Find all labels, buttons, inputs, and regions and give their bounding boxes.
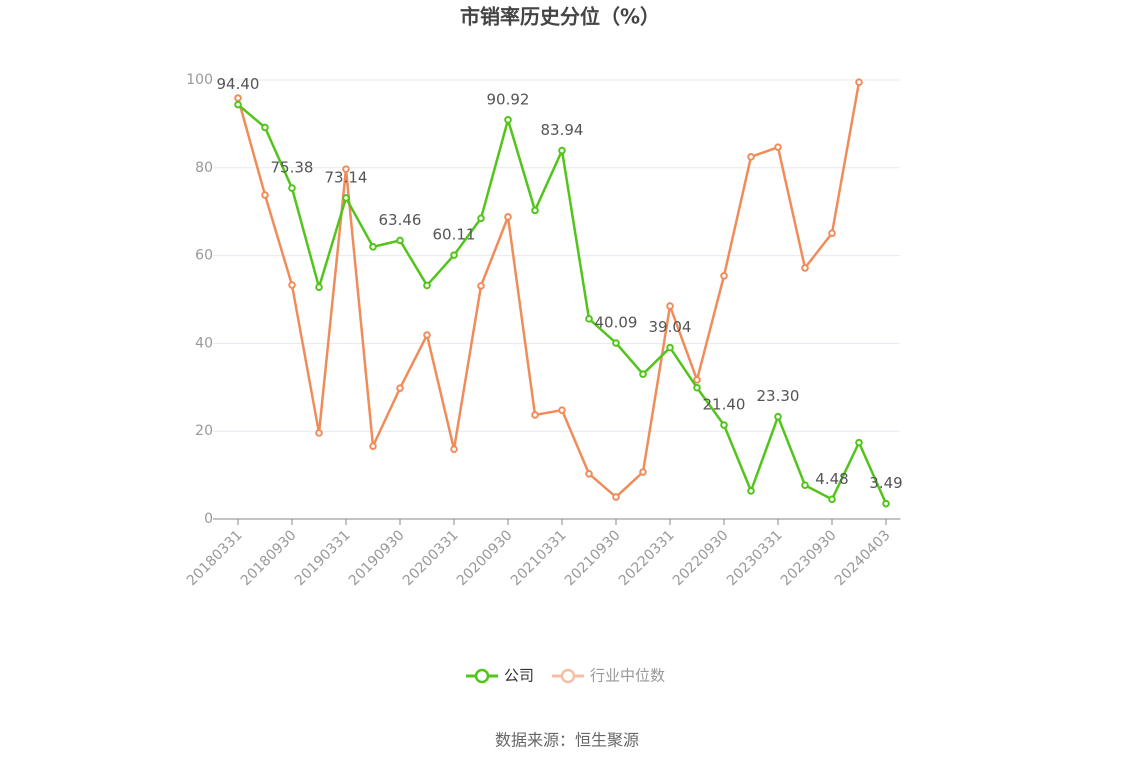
data-point	[747, 487, 755, 495]
data-point	[774, 143, 782, 151]
data-point	[396, 384, 404, 392]
y-tick-label: 0	[204, 511, 213, 527]
data-point	[450, 251, 458, 259]
data-point	[315, 429, 323, 437]
legend-marker[interactable]	[560, 668, 576, 684]
data-point	[585, 469, 593, 478]
data-point	[693, 383, 701, 392]
data-label: 75.38	[271, 159, 314, 177]
legend-label[interactable]: 行业中位数	[590, 667, 665, 685]
data-point	[369, 243, 377, 251]
data-label: 83.94	[541, 121, 584, 139]
data-point	[450, 445, 458, 453]
data-label: 63.46	[379, 211, 422, 229]
data-point	[342, 165, 350, 173]
data-point	[585, 315, 593, 323]
y-tick-label: 60	[195, 248, 213, 264]
x-tick-label: 20240403	[832, 527, 894, 589]
data-label: 39.04	[649, 318, 692, 336]
source-note: 数据来源：恒生聚源	[495, 731, 639, 750]
chart-title: 市销率历史分位（%）	[460, 5, 660, 29]
data-label: 4.48	[815, 470, 848, 488]
data-label: 3.49	[869, 474, 902, 492]
data-point	[666, 343, 674, 352]
data-point	[639, 468, 647, 476]
data-point	[315, 283, 323, 292]
data-point	[423, 331, 431, 339]
data-point	[855, 438, 863, 447]
y-tick-label: 80	[195, 160, 213, 176]
y-tick-label: 20	[195, 423, 213, 439]
data-point	[531, 411, 539, 419]
data-point	[477, 214, 485, 223]
data-point	[558, 406, 566, 414]
x-tick-label: 20210331	[508, 527, 570, 589]
data-point	[261, 123, 269, 132]
data-point	[531, 206, 539, 215]
data-point	[720, 271, 728, 280]
data-point	[801, 264, 809, 272]
data-point	[801, 481, 809, 489]
data-point	[477, 282, 485, 290]
data-label: 94.40	[217, 75, 260, 93]
data-label: 60.11	[433, 226, 476, 244]
data-label: 90.92	[487, 90, 530, 108]
data-point	[234, 94, 242, 102]
x-tick-label: 20190331	[292, 527, 354, 589]
data-point	[504, 116, 512, 124]
data-point	[369, 442, 377, 450]
data-label: 40.09	[595, 314, 638, 332]
x-tick-label: 20220331	[616, 527, 678, 589]
data-point	[828, 229, 836, 238]
data-point	[639, 370, 647, 378]
data-point	[855, 78, 863, 86]
data-label: 21.40	[703, 396, 746, 414]
x-tick-label: 20210930	[562, 527, 624, 589]
data-point	[612, 339, 620, 347]
data-point	[288, 281, 296, 289]
data-point	[342, 194, 350, 202]
data-point	[882, 499, 890, 508]
series-line	[237, 103, 888, 505]
x-tick-label: 20190930	[346, 527, 408, 589]
x-tick-label: 20180331	[184, 527, 246, 589]
data-point	[423, 281, 431, 290]
x-tick-label: 20180930	[238, 527, 300, 589]
data-label: 73.14	[325, 168, 368, 186]
x-tick-label: 20200930	[454, 527, 516, 589]
data-point	[261, 191, 269, 199]
data-point	[612, 493, 620, 501]
x-tick-label: 20230331	[724, 527, 786, 589]
data-point	[504, 213, 512, 221]
data-point	[747, 153, 755, 161]
y-tick-label: 100	[186, 72, 213, 88]
data-point	[693, 376, 701, 384]
data-point	[288, 184, 296, 192]
data-point	[558, 146, 566, 155]
data-point	[234, 100, 242, 109]
data-point	[396, 236, 404, 245]
legend-label[interactable]: 公司	[504, 667, 534, 685]
data-point	[720, 421, 728, 429]
legend-marker[interactable]	[474, 668, 490, 684]
data-point	[774, 412, 782, 421]
series-line	[236, 81, 861, 499]
data-point	[666, 302, 674, 310]
data-point	[828, 495, 836, 504]
y-tick-label: 40	[195, 335, 213, 351]
data-label: 23.30	[757, 387, 800, 405]
x-tick-label: 20200331	[400, 527, 462, 589]
x-tick-label: 20220930	[670, 527, 732, 589]
x-tick-label: 20230930	[778, 527, 840, 589]
